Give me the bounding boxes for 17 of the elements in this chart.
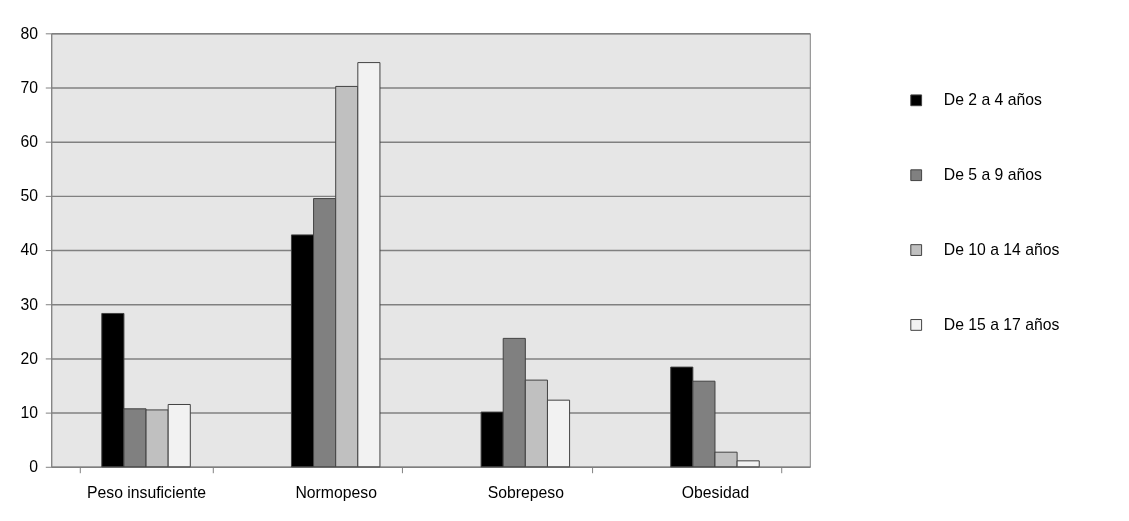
legend-label: De 5 a 9 años — [943, 166, 1042, 184]
legend-label: De 10 a 14 años — [943, 240, 1060, 258]
y-tick-label: 80 — [20, 24, 39, 42]
legend-label: De 15 a 17 años — [943, 315, 1060, 333]
y-tick-label: 20 — [20, 349, 39, 367]
x-tick-label: Sobrepeso — [487, 483, 565, 501]
y-tick-label: 40 — [20, 241, 39, 259]
y-tick-label: 70 — [20, 78, 39, 96]
y-tick-label: 0 — [29, 458, 39, 476]
y-tick-label: 30 — [20, 295, 39, 313]
x-tick-label: Normopeso — [295, 483, 378, 501]
y-tick-label: 50 — [20, 187, 39, 205]
y-tick-label: 60 — [20, 133, 39, 151]
x-tick-label: Obesidad — [681, 483, 750, 501]
y-tick-label: 10 — [20, 404, 39, 422]
legend-label: De 2 a 4 años — [943, 91, 1042, 109]
x-tick-label: Peso insuficiente — [87, 483, 207, 501]
